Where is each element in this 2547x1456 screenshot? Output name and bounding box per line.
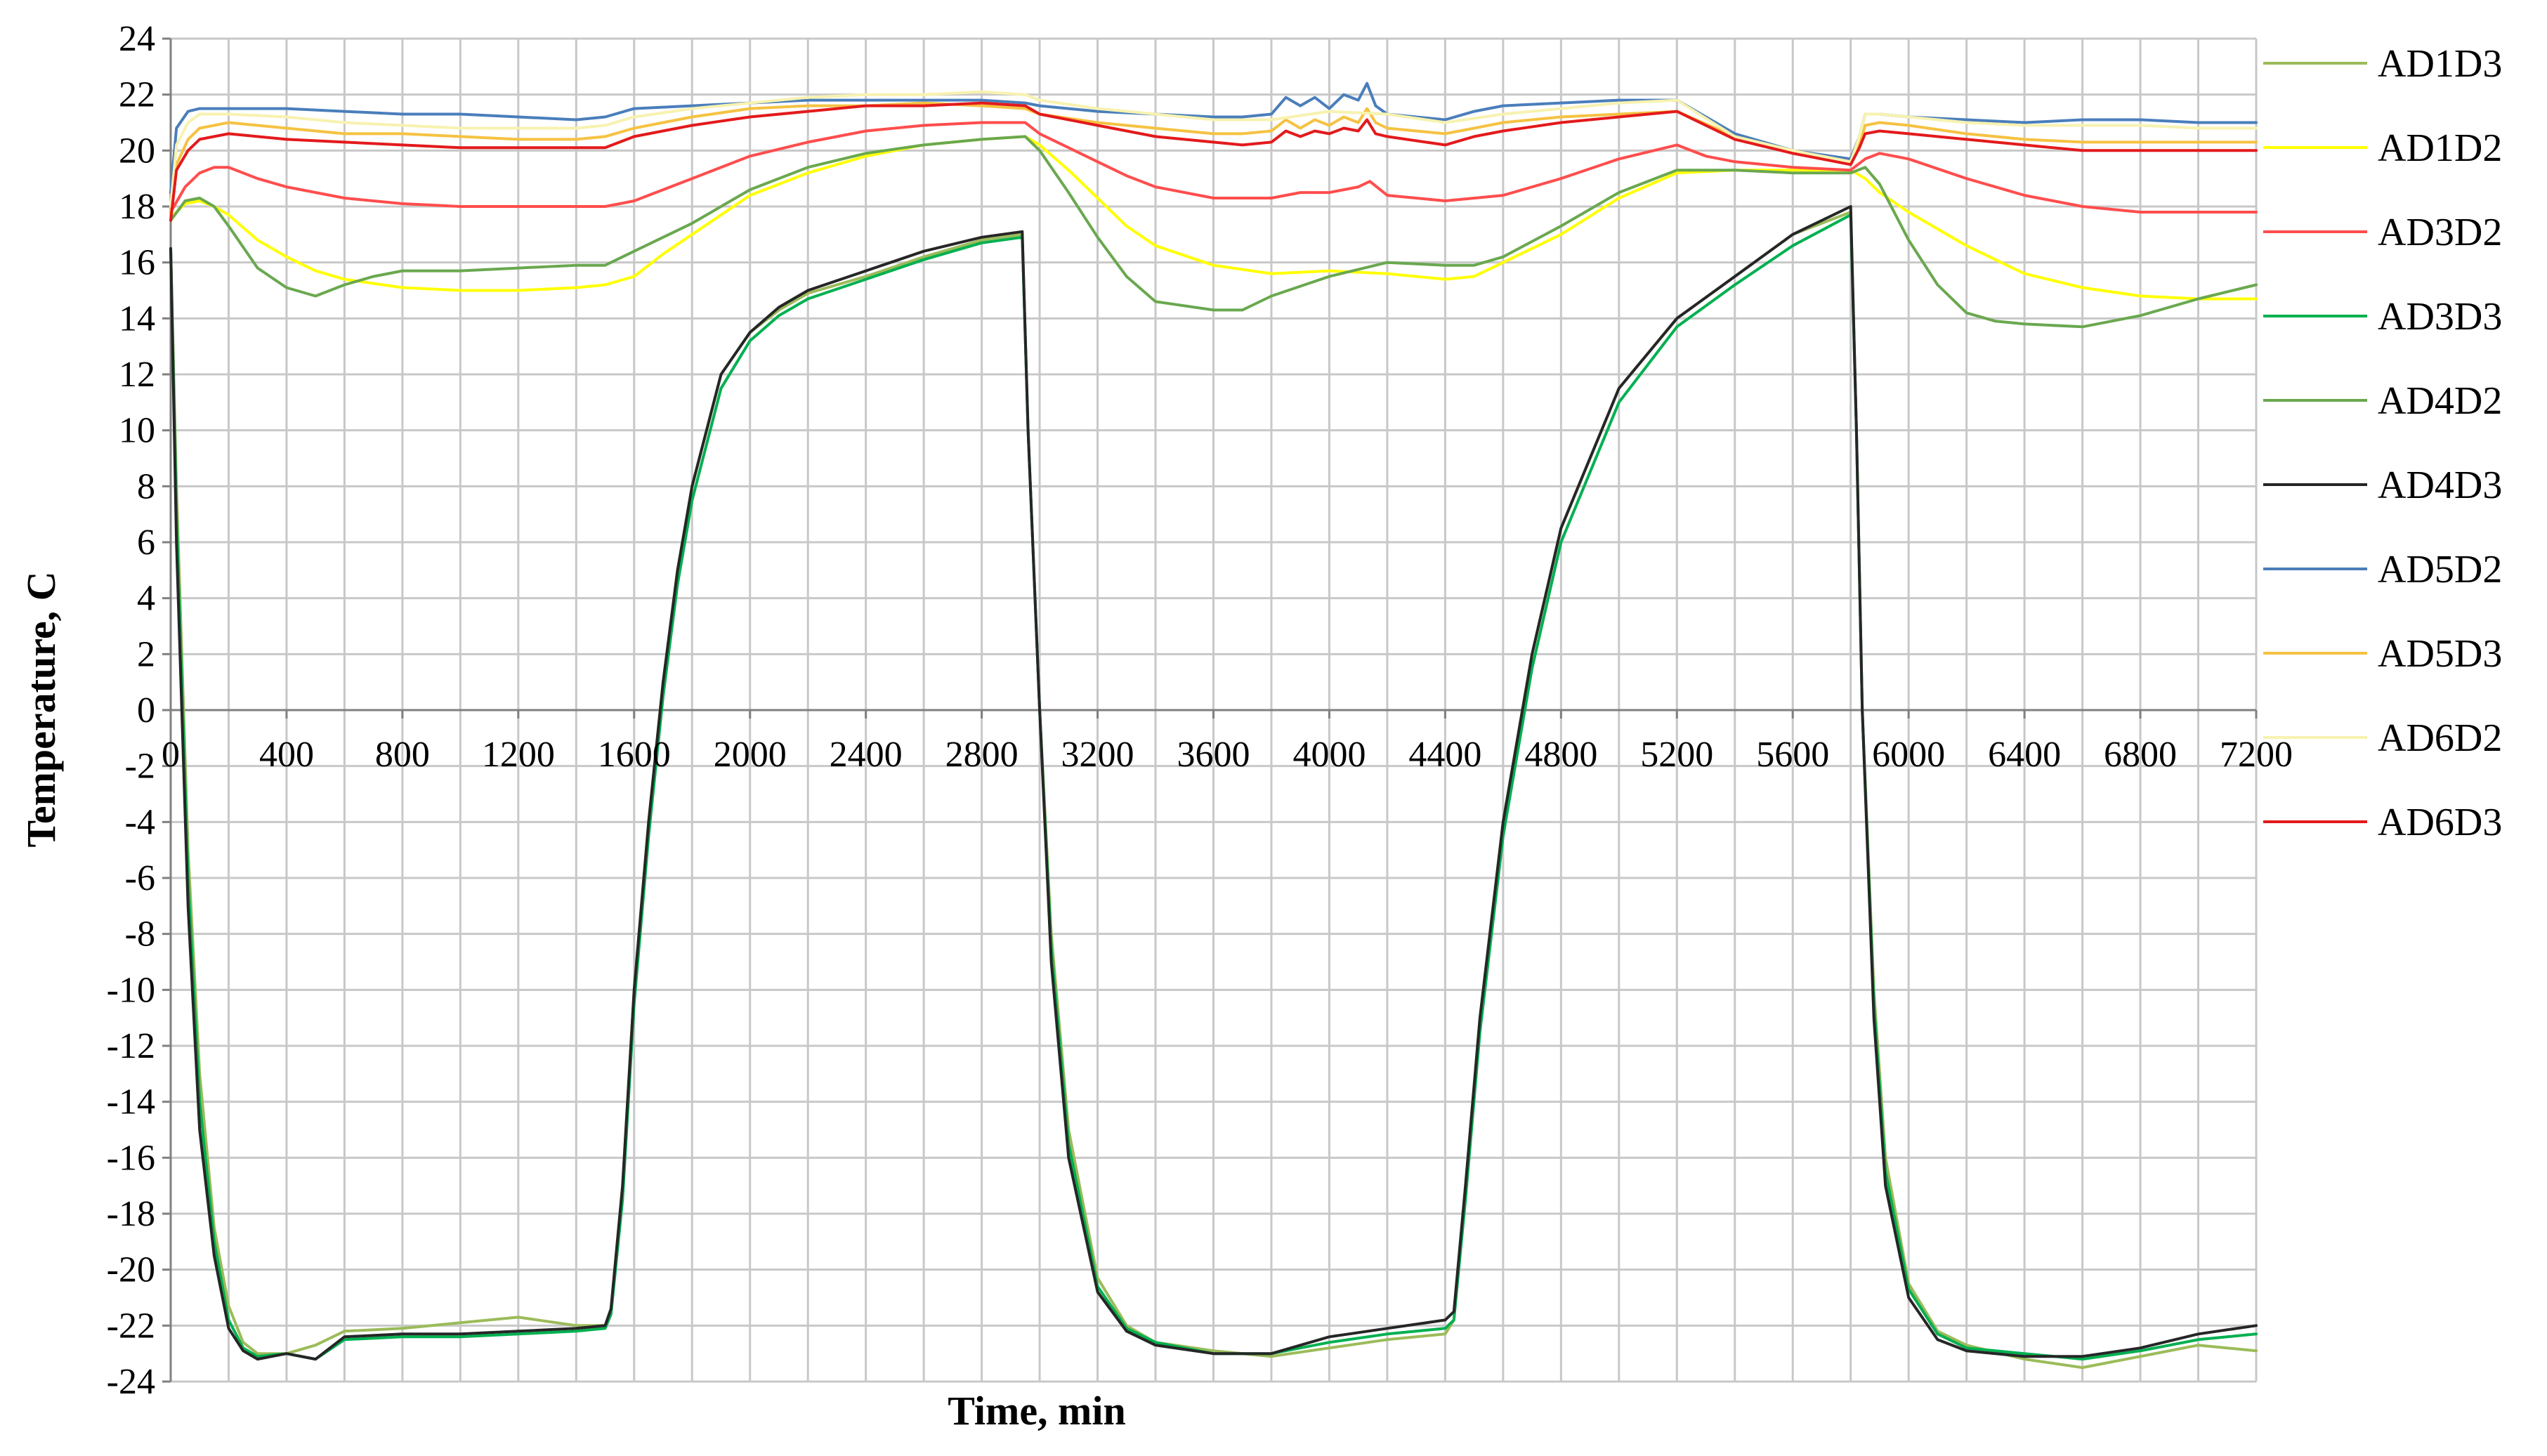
- series-line-ad3d2: [169, 121, 2258, 214]
- x-tick-label: 5200: [1640, 735, 1713, 775]
- x-tick-label: 6000: [1872, 735, 1945, 775]
- y-tick-label: 4: [137, 579, 155, 619]
- y-tick-label: 12: [119, 355, 155, 395]
- y-tick-label: 22: [119, 75, 155, 115]
- x-tick-label: 2000: [714, 735, 787, 775]
- y-tick-label: -22: [107, 1306, 155, 1346]
- y-tick-label: -6: [125, 858, 155, 898]
- x-tick-labels: 0 400 800 1200 1600 2000 2400 2800 3200 3600 4000 4…: [162, 735, 2293, 775]
- legend-label-ad4d2: AD4D2: [2378, 379, 2502, 423]
- series-lines: [169, 81, 2258, 1370]
- y-tick-label: -14: [107, 1082, 155, 1122]
- y-tick-label: 2: [137, 634, 155, 674]
- y-tick-label: -16: [107, 1138, 155, 1178]
- legend-label-ad1d3: AD1D3: [2378, 42, 2502, 86]
- y-tick-label: 24: [119, 19, 155, 59]
- legend-label-ad4d3: AD4D3: [2378, 464, 2502, 507]
- legend-label-ad3d3: AD3D3: [2378, 295, 2502, 339]
- x-tick-label: 5600: [1756, 735, 1829, 775]
- y-tick-label: 0: [137, 690, 155, 730]
- y-tick-label: 14: [119, 299, 155, 339]
- y-tick-label: -12: [107, 1026, 155, 1066]
- x-tick-label: 2400: [830, 735, 903, 775]
- series-line-ad6d3: [169, 101, 2258, 222]
- legend-label-ad3d2: AD3D2: [2378, 211, 2502, 254]
- legend-label-ad6d3: AD6D3: [2378, 801, 2502, 844]
- legend-label-ad6d2: AD6D2: [2378, 716, 2502, 760]
- y-tick-label: -18: [107, 1194, 155, 1234]
- x-tick-label: 6800: [2104, 735, 2177, 775]
- y-tick-labels: -24-22-20-18-16-14-12-10-8-6-4-202468101…: [107, 19, 155, 1402]
- x-tick-label: 4800: [1524, 735, 1597, 775]
- y-tick-label: 16: [119, 243, 155, 283]
- y-tick-label: 8: [137, 466, 155, 506]
- legend-label-ad5d2: AD5D2: [2378, 548, 2502, 591]
- x-tick-label: 800: [375, 735, 430, 775]
- y-tick-label: 6: [137, 523, 155, 563]
- x-tick-label: 1600: [598, 735, 671, 775]
- x-tick-label: 3600: [1177, 735, 1250, 775]
- x-tick-label: 4000: [1292, 735, 1366, 775]
- x-axis-title: Time, min: [948, 1388, 1126, 1434]
- legend-label-ad1d2: AD1D2: [2378, 126, 2502, 170]
- y-tick-label: 18: [119, 187, 155, 227]
- x-tick-label: 7200: [2220, 735, 2293, 775]
- y-tick-label: -10: [107, 970, 155, 1010]
- x-tick-label: 1200: [482, 735, 555, 775]
- y-tick-label: 10: [119, 411, 155, 451]
- y-tick-label: 20: [119, 131, 155, 171]
- series-line-ad6d2: [169, 90, 2258, 208]
- x-tick-label: 0: [162, 735, 180, 775]
- y-tick-label: -8: [125, 914, 155, 955]
- legend: AD1D3 AD1D2 AD3D2 AD3D3 AD4D2 AD4D3 AD5D2 AD5D3…: [2263, 42, 2502, 844]
- x-tick-label: 2800: [945, 735, 1019, 775]
- x-tick-label: 3200: [1061, 735, 1134, 775]
- y-tick-label: -24: [107, 1362, 155, 1402]
- series-line-ad4d3: [169, 205, 2258, 1361]
- y-axis-title: Temperature, C: [18, 571, 64, 847]
- x-tick-label: 400: [259, 735, 314, 775]
- legend-label-ad5d3: AD5D3: [2378, 632, 2502, 676]
- y-tick-label: -20: [107, 1250, 155, 1290]
- series-line-ad4d2: [169, 135, 2258, 329]
- x-tick-label: 4400: [1408, 735, 1481, 775]
- x-tick-label: 6400: [1988, 735, 2061, 775]
- y-tick-label: -4: [125, 802, 155, 842]
- y-tick-label: -2: [125, 747, 155, 787]
